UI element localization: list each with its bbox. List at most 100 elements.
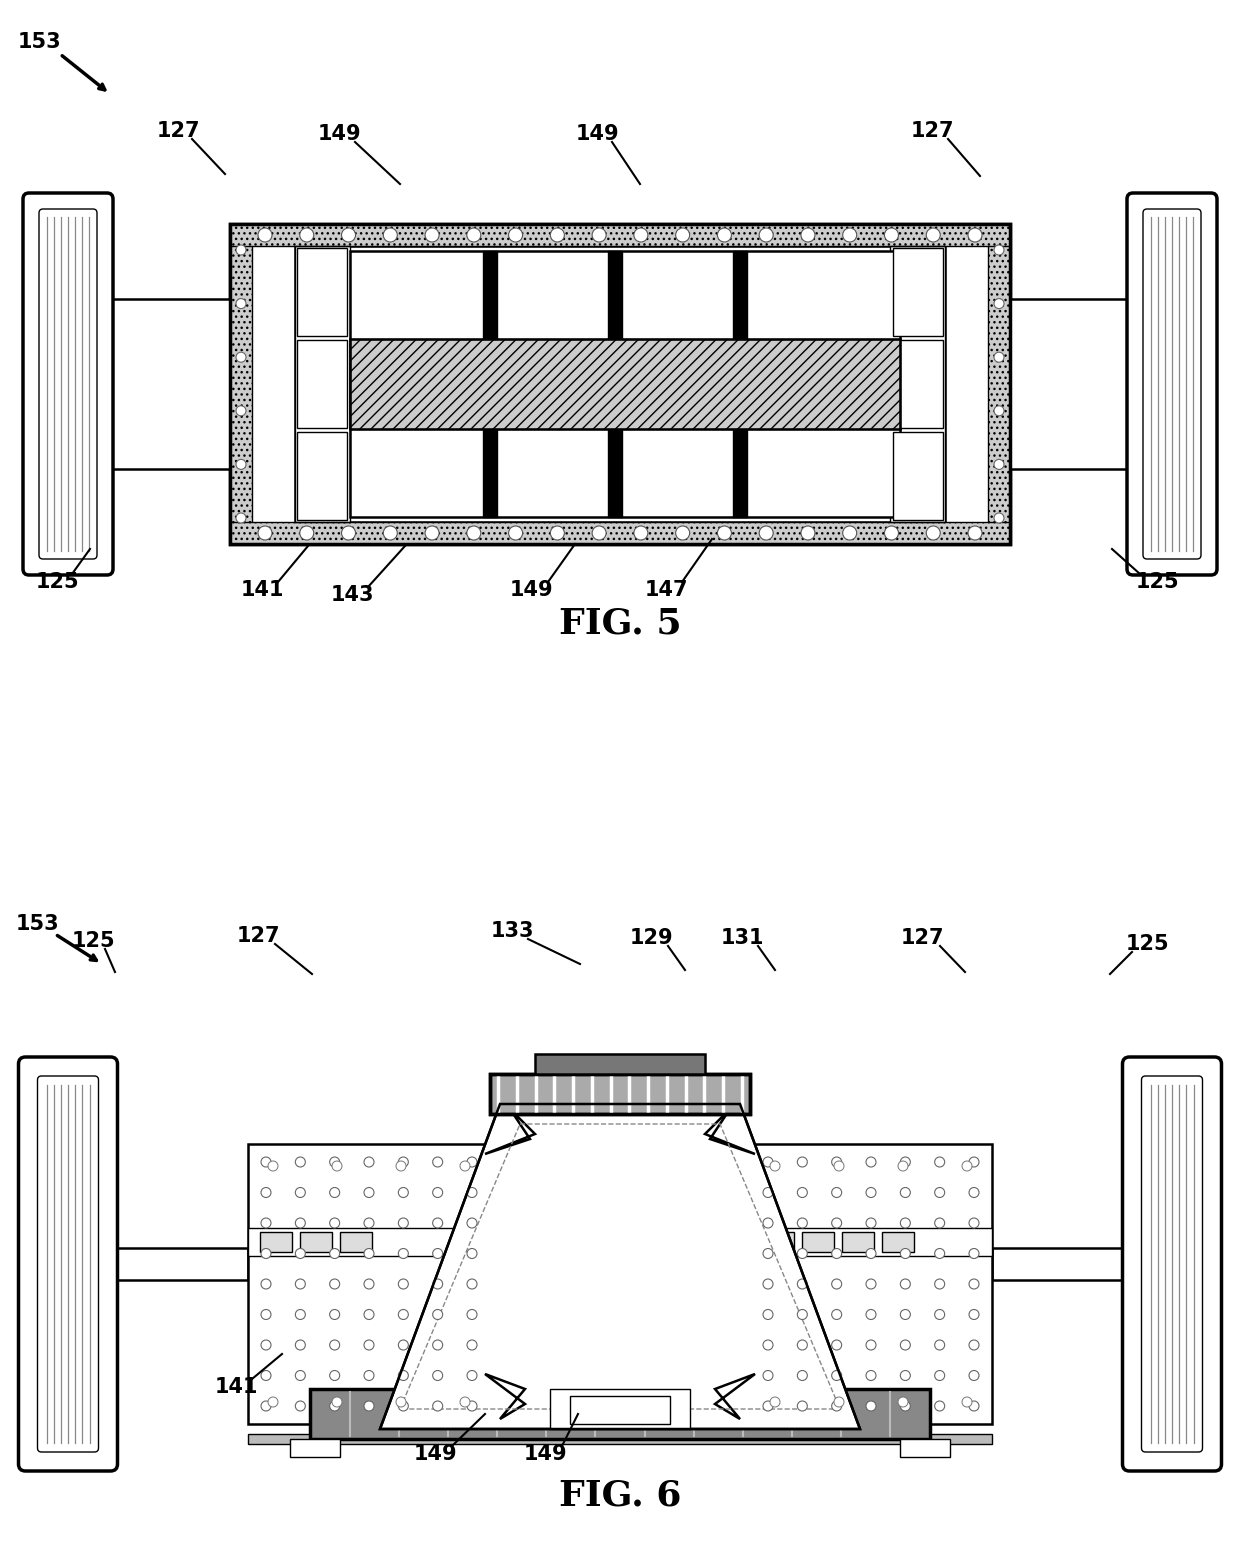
- Circle shape: [398, 1218, 408, 1228]
- Circle shape: [236, 460, 246, 469]
- Circle shape: [365, 1248, 374, 1259]
- Circle shape: [935, 1309, 945, 1320]
- Text: 153: 153: [16, 913, 60, 934]
- Circle shape: [866, 1340, 875, 1350]
- Text: 149: 149: [413, 1444, 456, 1464]
- Circle shape: [763, 1157, 773, 1167]
- Circle shape: [396, 1397, 405, 1408]
- Text: 125: 125: [1126, 934, 1169, 954]
- Circle shape: [866, 1370, 875, 1381]
- Circle shape: [341, 526, 356, 540]
- Circle shape: [994, 405, 1004, 416]
- Bar: [893, 249, 942, 336]
- Circle shape: [866, 1401, 875, 1411]
- Bar: [229, 224, 252, 544]
- Circle shape: [398, 1401, 408, 1411]
- Circle shape: [467, 1279, 477, 1289]
- Circle shape: [466, 526, 481, 540]
- Bar: [68, 299, 229, 469]
- Circle shape: [330, 1218, 340, 1228]
- Bar: [260, 1232, 291, 1253]
- Circle shape: [676, 526, 689, 540]
- Circle shape: [467, 1187, 477, 1198]
- Circle shape: [797, 1340, 807, 1350]
- Bar: [248, 1228, 490, 1256]
- Circle shape: [295, 1279, 305, 1289]
- Circle shape: [433, 1279, 443, 1289]
- FancyBboxPatch shape: [19, 1057, 118, 1472]
- Circle shape: [968, 1279, 980, 1289]
- Circle shape: [763, 1401, 773, 1411]
- Text: 129: 129: [630, 927, 673, 948]
- Circle shape: [763, 1309, 773, 1320]
- Circle shape: [962, 1160, 972, 1171]
- Circle shape: [763, 1218, 773, 1228]
- Bar: [340, 1232, 372, 1253]
- Circle shape: [295, 1157, 305, 1167]
- Circle shape: [797, 1218, 807, 1228]
- Text: 143: 143: [330, 585, 373, 605]
- Circle shape: [935, 1157, 945, 1167]
- Bar: [229, 224, 1011, 544]
- Bar: [1135, 311, 1166, 357]
- Bar: [750, 1228, 992, 1256]
- Circle shape: [866, 1309, 875, 1320]
- Circle shape: [467, 1401, 477, 1411]
- Circle shape: [835, 1397, 844, 1408]
- Bar: [73, 310, 108, 458]
- Circle shape: [236, 299, 246, 308]
- Circle shape: [759, 526, 774, 540]
- Circle shape: [467, 1340, 477, 1350]
- Circle shape: [866, 1248, 875, 1259]
- Circle shape: [866, 1187, 875, 1198]
- Circle shape: [268, 1397, 278, 1408]
- Circle shape: [236, 246, 246, 255]
- Circle shape: [330, 1279, 340, 1289]
- Circle shape: [994, 460, 1004, 469]
- Circle shape: [398, 1279, 408, 1289]
- Bar: [842, 1232, 874, 1253]
- Circle shape: [898, 1397, 908, 1408]
- Circle shape: [295, 1309, 305, 1320]
- Bar: [484, 250, 497, 518]
- Bar: [1132, 310, 1167, 458]
- Circle shape: [260, 1157, 272, 1167]
- Circle shape: [866, 1218, 875, 1228]
- Circle shape: [900, 1157, 910, 1167]
- Circle shape: [551, 526, 564, 540]
- Circle shape: [295, 1340, 305, 1350]
- Circle shape: [797, 1248, 807, 1259]
- Circle shape: [926, 526, 940, 540]
- Circle shape: [365, 1370, 374, 1381]
- Circle shape: [900, 1279, 910, 1289]
- Circle shape: [332, 1160, 342, 1171]
- Circle shape: [900, 1370, 910, 1381]
- Text: FIG. 6: FIG. 6: [559, 1480, 681, 1512]
- Bar: [490, 1074, 750, 1114]
- Circle shape: [797, 1157, 807, 1167]
- Bar: [490, 1074, 750, 1114]
- Text: 125: 125: [1136, 572, 1179, 593]
- Text: 149: 149: [577, 124, 620, 144]
- Bar: [74, 411, 105, 457]
- Circle shape: [935, 1248, 945, 1259]
- Circle shape: [398, 1370, 408, 1381]
- Text: 133: 133: [490, 921, 533, 942]
- Circle shape: [759, 228, 774, 242]
- Circle shape: [832, 1340, 842, 1350]
- Circle shape: [365, 1157, 374, 1167]
- Bar: [733, 250, 746, 518]
- Circle shape: [968, 526, 982, 540]
- Polygon shape: [715, 1375, 755, 1419]
- Circle shape: [832, 1187, 842, 1198]
- Bar: [248, 1143, 490, 1423]
- Bar: [988, 224, 1011, 544]
- Circle shape: [365, 1187, 374, 1198]
- Circle shape: [341, 228, 356, 242]
- Circle shape: [425, 228, 439, 242]
- Bar: [350, 339, 900, 429]
- Circle shape: [295, 1401, 305, 1411]
- Circle shape: [968, 1309, 980, 1320]
- Text: 127: 127: [900, 927, 944, 948]
- Bar: [882, 1232, 914, 1253]
